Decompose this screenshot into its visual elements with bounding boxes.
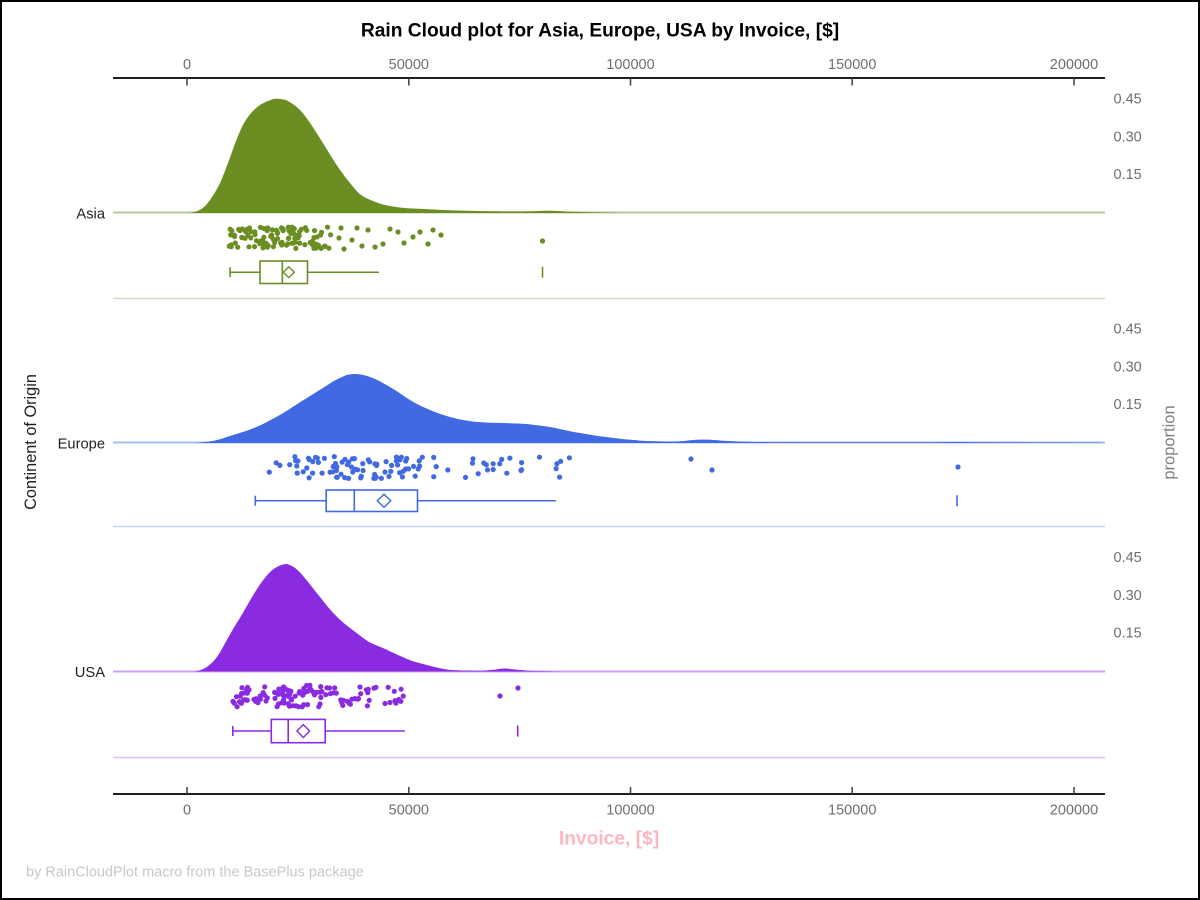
svg-text:0.15: 0.15 <box>1114 626 1142 642</box>
svg-text:0.30: 0.30 <box>1114 129 1142 145</box>
svg-text:50000: 50000 <box>389 57 429 73</box>
svg-text:Invoice, [$]: Invoice, [$] <box>559 829 659 850</box>
svg-text:150000: 150000 <box>828 57 876 73</box>
svg-text:100000: 100000 <box>606 57 654 73</box>
svg-text:0.30: 0.30 <box>1114 588 1142 604</box>
svg-text:100000: 100000 <box>606 803 654 819</box>
svg-text:0.15: 0.15 <box>1114 397 1142 413</box>
svg-text:Europe: Europe <box>58 437 105 453</box>
svg-text:50000: 50000 <box>389 803 429 819</box>
svg-text:150000: 150000 <box>828 803 876 819</box>
svg-text:0.45: 0.45 <box>1114 92 1142 108</box>
svg-text:0.45: 0.45 <box>1114 322 1142 338</box>
svg-text:Rain Cloud plot for Asia, Euro: Rain Cloud plot for Asia, Europe, USA by… <box>361 21 839 42</box>
svg-text:USA: USA <box>75 665 105 681</box>
svg-text:0.15: 0.15 <box>1114 167 1142 183</box>
svg-text:proportion: proportion <box>1161 405 1179 479</box>
svg-text:200000: 200000 <box>1050 803 1098 819</box>
svg-text:0: 0 <box>183 803 191 819</box>
svg-text:0.30: 0.30 <box>1114 359 1142 375</box>
svg-text:0.45: 0.45 <box>1114 550 1142 566</box>
svg-text:Asia: Asia <box>76 207 105 223</box>
svg-text:by RainCloudPlot macro from th: by RainCloudPlot macro from the BasePlus… <box>26 865 364 881</box>
svg-text:200000: 200000 <box>1050 57 1098 73</box>
svg-text:0: 0 <box>183 57 191 73</box>
svg-text:Continent of Origin: Continent of Origin <box>22 374 40 510</box>
